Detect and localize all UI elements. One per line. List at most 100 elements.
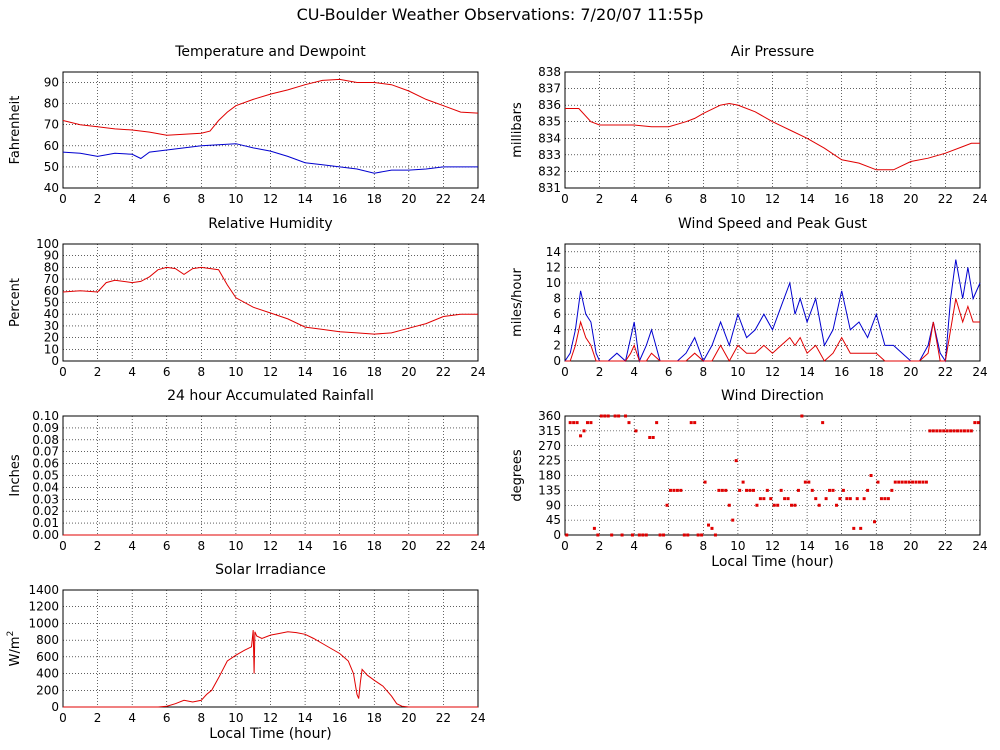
chart-title: Temperature and Dewpoint: [174, 44, 366, 60]
data-point: [786, 497, 790, 501]
data-point: [897, 480, 901, 484]
y-tick-label: 40: [44, 307, 59, 321]
data-point: [796, 488, 800, 492]
y-tick-label: 832: [538, 164, 561, 178]
y-tick-label: 20: [44, 331, 59, 345]
x-tick-label: 22: [938, 192, 953, 206]
x-tick-label: 16: [332, 365, 347, 379]
x-tick-label: 14: [297, 539, 312, 553]
data-point: [893, 480, 897, 484]
y-tick-label: 225: [538, 454, 561, 468]
data-point: [644, 533, 648, 537]
data-point: [779, 488, 783, 492]
x-tick-label: 8: [198, 192, 206, 206]
data-point: [741, 480, 745, 484]
x-tick-label: 22: [436, 539, 451, 553]
plot-frame: [564, 71, 981, 189]
y-tick-label: 50: [44, 296, 59, 310]
data-point: [848, 497, 852, 501]
x-tick-label: 16: [332, 539, 347, 553]
data-point: [755, 503, 759, 507]
plot-frame: [564, 243, 981, 362]
x-tick-label: 16: [834, 539, 849, 553]
plot-frame: [564, 415, 981, 536]
x-tick-label: 20: [401, 192, 416, 206]
chart-rain: 0 2 4 6 8 10 12 14 16 18 20 22 240.000.010.020.030.0…: [8, 388, 486, 553]
x-axis-label: Local Time (hour): [209, 726, 331, 742]
x-tick-label: 20: [401, 365, 416, 379]
data-point: [969, 429, 973, 433]
x-tick-label: 0: [59, 365, 67, 379]
page-title: CU-Boulder Weather Observations: 7/20/07…: [296, 5, 704, 24]
x-tick-label: 16: [834, 365, 849, 379]
y-tick-label: 90: [44, 76, 59, 90]
y-tick-label: 10: [44, 342, 59, 356]
y-tick-label: 0: [553, 528, 561, 542]
x-tick-label: 20: [401, 539, 416, 553]
y-tick-label: 270: [538, 439, 561, 453]
y-tick-label: 831: [538, 181, 561, 195]
x-tick-label: 6: [665, 192, 673, 206]
y-tick-label: 0.06: [32, 457, 59, 471]
x-tick-label: 20: [903, 539, 918, 553]
data-point: [793, 503, 797, 507]
data-point: [956, 429, 960, 433]
y-tick-label: 1000: [28, 616, 59, 630]
data-point: [751, 488, 755, 492]
x-tick-label: 10: [730, 539, 745, 553]
data-point: [838, 497, 842, 501]
data-point: [651, 435, 655, 439]
x-tick-label: 24: [972, 192, 987, 206]
x-tick-label: 18: [869, 192, 884, 206]
data-point: [883, 497, 887, 501]
x-tick-label: 12: [263, 711, 278, 725]
data-point: [738, 488, 742, 492]
y-tick-label: 45: [546, 513, 561, 527]
x-tick-label: 12: [765, 192, 780, 206]
x-tick-label: 22: [436, 192, 451, 206]
data-point: [821, 421, 825, 425]
data-point: [911, 480, 915, 484]
x-tick-label: 8: [198, 711, 206, 725]
data-point: [831, 488, 835, 492]
x-tick-label: 18: [869, 365, 884, 379]
x-tick-label: 14: [297, 365, 312, 379]
data-point: [686, 533, 690, 537]
x-tick-label: 12: [263, 365, 278, 379]
y-tick-label: 60: [44, 139, 59, 153]
x-tick-label: 2: [94, 192, 102, 206]
y-tick-label: 40: [44, 181, 59, 195]
y-tick-label: 836: [538, 98, 561, 112]
plot-frame: [62, 243, 479, 362]
data-point: [575, 421, 579, 425]
x-tick-label: 22: [938, 365, 953, 379]
data-point: [596, 533, 600, 537]
data-point: [800, 414, 804, 418]
x-tick-label: 18: [367, 192, 382, 206]
y-tick-label: 70: [44, 118, 59, 132]
plot-frame: [62, 589, 479, 708]
data-point: [900, 480, 904, 484]
data-point: [713, 533, 717, 537]
x-tick-label: 10: [228, 365, 243, 379]
x-tick-label: 6: [163, 711, 171, 725]
y-axis-label: W/m2: [6, 631, 23, 667]
data-point: [952, 429, 956, 433]
x-tick-label: 2: [596, 539, 604, 553]
x-tick-label: 0: [59, 192, 67, 206]
y-tick-label: 1200: [28, 600, 59, 614]
data-point: [613, 414, 617, 418]
y-tick-label: 0: [51, 354, 59, 368]
chart-title: 24 hour Accumulated Rainfall: [167, 388, 374, 404]
series-line-2: [565, 298, 980, 363]
y-tick-label: 180: [538, 469, 561, 483]
y-tick-label: 2: [553, 338, 561, 352]
data-point: [976, 421, 980, 425]
y-tick-label: 14: [546, 245, 561, 259]
x-tick-label: 0: [561, 539, 569, 553]
data-point: [841, 488, 845, 492]
y-tick-label: 0.03: [32, 492, 59, 506]
y-axis-label: Percent: [8, 278, 23, 327]
data-point: [945, 429, 949, 433]
